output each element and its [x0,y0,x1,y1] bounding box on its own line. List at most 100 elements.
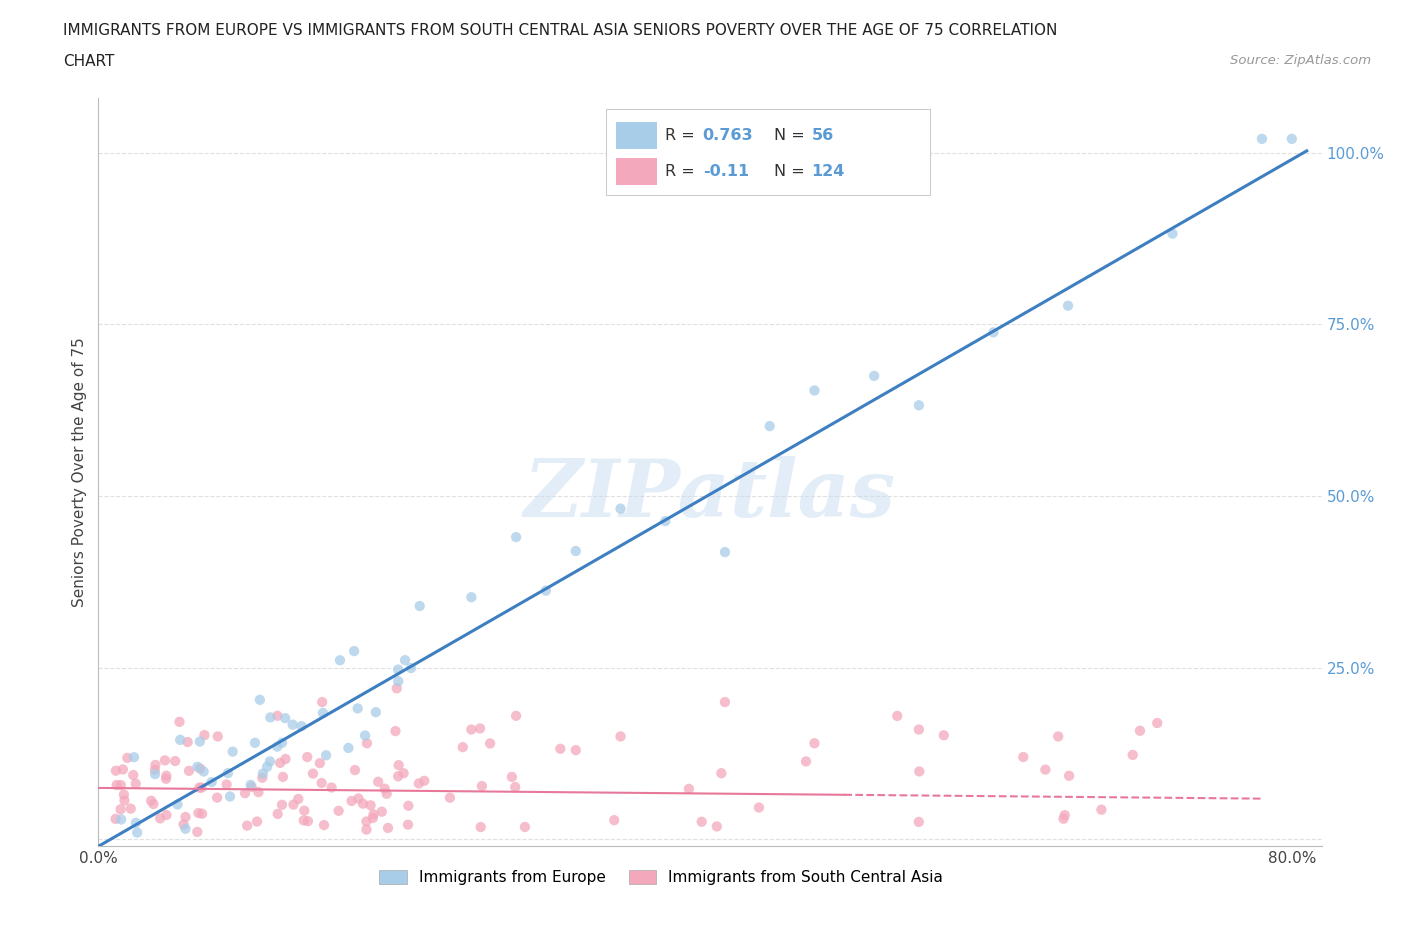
Point [371,804,394,819]
Point [174,809,197,824]
Point [1129,724,1152,738]
Point [145,757,167,772]
Y-axis label: Seniors Poverty Over the Age of 75: Seniors Poverty Over the Age of 75 [72,337,87,607]
Point [343,644,366,658]
Legend: Immigrants from Europe, Immigrants from South Central Asia: Immigrants from Europe, Immigrants from … [373,864,949,891]
Point [142,796,165,811]
Point [259,754,281,769]
Point [112,787,135,802]
Text: N =: N = [773,127,810,142]
Point [678,781,700,796]
Text: -0.11: -0.11 [703,164,749,179]
Point [201,775,224,790]
Point [748,800,770,815]
Point [354,728,377,743]
Point [290,719,312,734]
Point [1090,803,1112,817]
Point [321,780,343,795]
Point [886,709,908,724]
Point [794,754,817,769]
FancyBboxPatch shape [616,122,658,150]
Point [1052,811,1074,826]
Point [271,769,294,784]
Point [471,778,494,793]
Point [207,729,229,744]
Point [155,807,177,822]
Point [308,756,330,771]
Point [186,760,208,775]
Point [367,775,389,790]
Point [169,714,191,729]
Point [166,797,188,812]
Point [356,814,378,829]
Point [360,798,382,813]
Point [983,325,1005,339]
Point [311,776,333,790]
Point [187,805,209,820]
Point [758,418,780,433]
Point [565,543,588,558]
Point [239,777,262,792]
Point [173,817,195,832]
Point [266,739,288,754]
Point [221,744,243,759]
Point [803,736,825,751]
Text: 124: 124 [811,164,845,179]
Point [240,779,263,794]
Point [188,761,211,776]
Point [191,806,214,821]
Point [139,793,162,808]
Point [177,764,200,778]
Point [439,790,461,805]
Point [654,513,676,528]
Point [271,736,294,751]
Point [1122,748,1144,763]
Point [155,768,177,783]
Point [266,709,288,724]
Point [375,787,398,802]
Point [863,368,886,383]
Text: 56: 56 [811,127,834,142]
Point [396,798,419,813]
Point [714,545,737,560]
Point [399,660,422,675]
Point [249,692,271,707]
Point [356,822,378,837]
Point [169,733,191,748]
Text: CHART: CHART [63,54,115,69]
Point [125,816,148,830]
Point [340,793,363,808]
Point [387,674,409,689]
Point [271,797,294,812]
Point [451,739,474,754]
Point [110,812,132,827]
Point [125,777,148,791]
Point [153,753,176,768]
Point [337,740,360,755]
Point [233,786,256,801]
Text: R =: R = [665,164,700,179]
Point [1281,131,1303,146]
Point [292,804,315,818]
Text: Source: ZipAtlas.com: Source: ZipAtlas.com [1230,54,1371,67]
Point [243,736,266,751]
Point [269,755,291,770]
Point [312,817,335,832]
Point [188,734,211,749]
Point [217,765,239,780]
Point [468,721,491,736]
Point [460,722,482,737]
Point [1251,131,1274,146]
Point [193,727,215,742]
Point [505,530,527,545]
Point [347,791,370,806]
Point [104,811,127,826]
Point [143,766,166,781]
Point [565,743,588,758]
Point [413,774,436,789]
Point [117,751,139,765]
Point [329,653,352,668]
Point [908,764,931,778]
Point [388,758,411,773]
Point [110,802,132,817]
